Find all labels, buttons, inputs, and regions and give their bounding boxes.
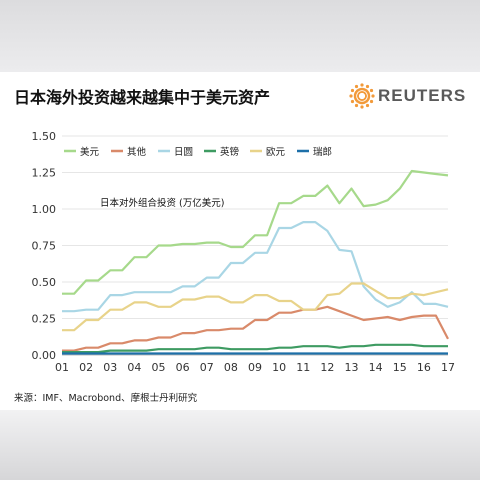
legend-label-1: 其他 [127,146,147,158]
logo-dot-5 [350,99,355,104]
legend-label-2: 日圆 [174,147,193,158]
chart-annotation: 日本对外组合投资 (万亿美元) [100,197,224,209]
logo-dot-2 [365,103,370,108]
chart-card: 日本海外投资越来越集中于美元资产 REUTERS 0.00 0.25 0.50 0.7… [0,72,480,410]
line-chart: 0.000.250.500.751.001.251.50 01 02 03 04 05 0… [32,130,456,374]
x-tick-label-14: 14 [369,361,383,374]
legend-label-4: 欧元 [266,146,286,158]
y-tick-label-1: 0.25 [32,313,57,326]
y-axis-ticks: 0.00 0.25 0.50 0.75 1.00 1.25 1.50 [32,130,57,362]
series-line-0 [62,169,449,295]
x-tick-label-11: 11 [296,361,310,374]
x-tick-label-06: 06 [176,361,190,374]
legend-label-0: 美元 [80,146,100,158]
source-note: 来源：IMF、Macrobond、摩根士丹利研究 [14,393,198,404]
y-tick-label-0: 0.00 [32,349,57,362]
x-tick-label-07: 07 [200,361,214,374]
x-tick-label-15: 15 [393,361,407,374]
x-tick-label-03: 03 [103,361,117,374]
y-tick-label-6: 1.50 [32,130,57,143]
logo-dot-6 [349,94,353,98]
logo-dot-3 [360,105,364,109]
y-tick-label-5: 1.25 [32,167,57,180]
y-tick-label-4: 1.00 [32,203,57,216]
bottom-background [0,410,480,480]
logo-dot-4 [354,103,359,108]
legend-label-3: 英镑 [220,146,239,158]
series-line-2 [62,220,449,313]
series-line-1 [62,305,449,352]
series-line-3 [62,343,448,354]
x-tick-label-09: 09 [248,361,262,374]
logo-dot-8 [354,84,359,89]
logo-dot-10 [365,84,370,89]
chart-title: 日本海外投资越来越集中于美元资产 [14,88,271,107]
logo-dot-0 [371,94,375,98]
logo-dot-41 [367,93,371,96]
x-axis-ticks: 01 02 03 04 05 06 07 08 09 10 11 12 13 14 15 16 17 [55,361,455,374]
y-tick-label-3: 0.75 [32,240,57,253]
logo-dot-1 [369,99,374,104]
reuters-logo: REUTERS [348,82,470,110]
x-tick-label-02: 02 [79,361,93,374]
legend-label-5: 瑞郎 [313,146,332,158]
x-tick-label-05: 05 [152,361,166,374]
x-tick-label-17: 17 [441,361,455,374]
reuters-dots-icon [349,83,375,109]
chart-legend: 美元 其他 日圆 英镑 欧元 瑞郎 [64,146,332,158]
x-tick-label-04: 04 [127,361,141,374]
chart-grid [62,135,448,356]
x-tick-label-12: 12 [320,361,334,374]
x-tick-label-13: 13 [345,361,359,374]
logo-dot-9 [360,83,364,87]
x-tick-label-08: 08 [224,361,238,374]
y-tick-label-2: 0.50 [32,276,57,289]
logo-dot-11 [369,88,374,93]
logo-dot-7 [350,88,355,93]
x-tick-label-16: 16 [417,361,431,374]
logo-dot-89 [365,94,367,97]
x-tick-label-01: 01 [55,361,69,374]
top-background [0,0,480,72]
brand-name: REUTERS [378,86,467,105]
chart-series [62,169,449,355]
series-line-4 [62,282,449,332]
x-tick-label-10: 10 [272,361,286,374]
